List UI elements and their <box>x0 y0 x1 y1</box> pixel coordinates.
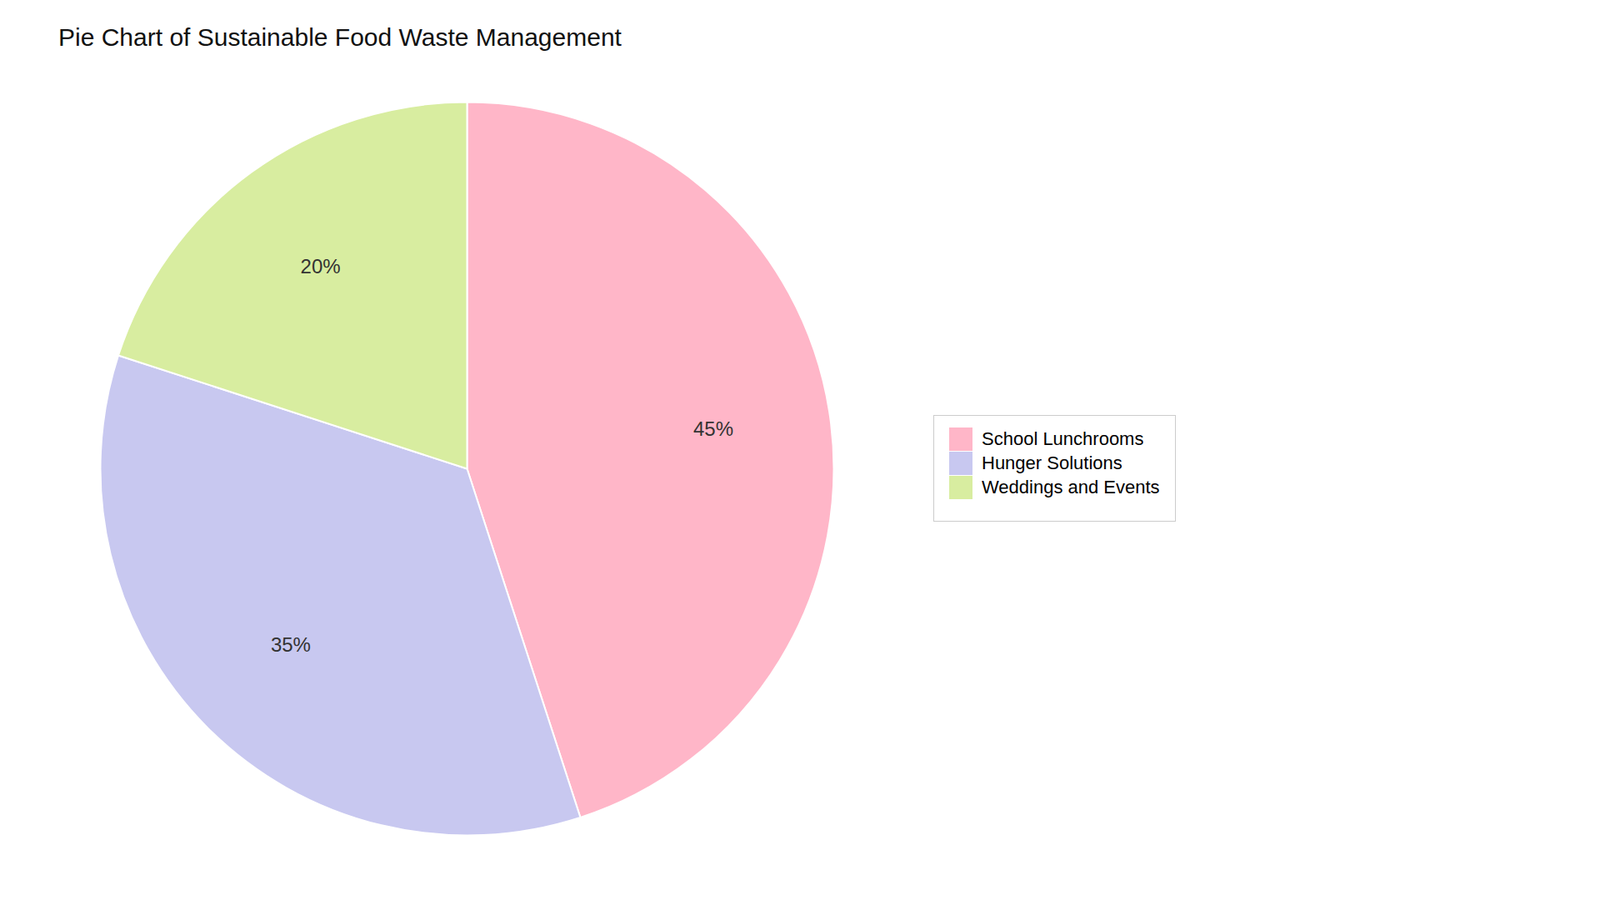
html-text:Weddings and Events: Weddings and Events <box>981 476 1160 498</box>
svg-text:45%: 45% <box>693 417 734 440</box>
html-text:Hunger Solutions: Hunger Solutions <box>981 452 1123 474</box>
svg-text:35%: 35% <box>270 633 311 656</box>
html-text:School Lunchrooms: School Lunchrooms <box>981 428 1144 450</box>
html-text:Pie Chart of Sustainable Food: Pie Chart of Sustainable Food Waste Mana… <box>58 23 622 51</box>
svg-text:20%: 20% <box>300 255 341 278</box>
